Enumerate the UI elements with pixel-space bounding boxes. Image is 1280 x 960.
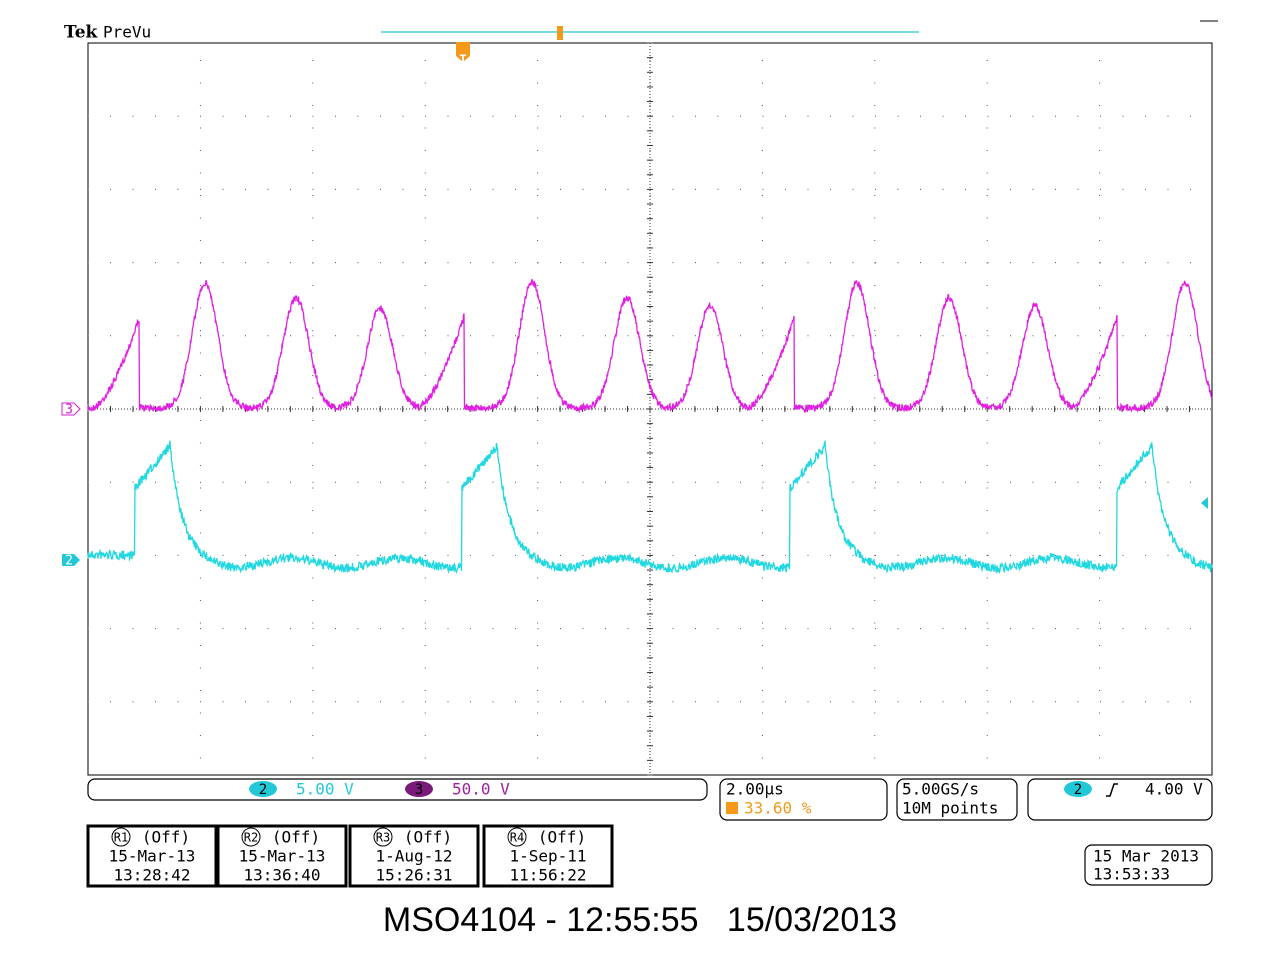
clock-box xyxy=(1084,844,1213,886)
reference-box xyxy=(86,824,218,888)
reference-circle xyxy=(373,827,393,847)
sample-rate: 5.00GS/s xyxy=(902,780,979,799)
ch2-number: 2 xyxy=(259,782,267,798)
trigger-source: 2 xyxy=(1074,782,1082,798)
ch2-scale: 5.00 V xyxy=(296,780,354,799)
mode: PreVu xyxy=(103,23,151,42)
graticule xyxy=(87,42,1213,776)
acquisition-box xyxy=(896,778,1018,821)
reference-time: 13:36:40 xyxy=(243,866,320,885)
reference-circle xyxy=(241,827,261,847)
reference-label: R3 xyxy=(376,831,390,845)
reference-time: 13:28:42 xyxy=(113,866,190,885)
reference-time: 15:26:31 xyxy=(375,866,452,885)
ch3-badge xyxy=(405,781,433,797)
reference-box-inner xyxy=(220,828,344,884)
reference-circle xyxy=(111,827,131,847)
view-marker xyxy=(557,26,563,40)
trigger-marker xyxy=(456,42,470,62)
reference-state: (Off) xyxy=(538,828,586,847)
reference-date: 1-Aug-12 xyxy=(375,847,452,866)
record-length: 10M points xyxy=(902,799,998,818)
reference-box xyxy=(482,824,614,888)
ch2-waveform xyxy=(87,439,1213,574)
reference-label: R2 xyxy=(244,831,258,845)
ch3-number: 3 xyxy=(415,782,423,798)
trigger-icon xyxy=(726,802,738,814)
waveforms xyxy=(87,279,1213,574)
channel-bar xyxy=(87,778,708,801)
reference-date: 1-Sep-11 xyxy=(509,847,586,866)
ch3-marker xyxy=(61,402,81,416)
ch2-badge xyxy=(249,781,277,797)
trigger-level-marker xyxy=(1201,497,1208,509)
reference-state: (Off) xyxy=(272,828,320,847)
timebase: 2.00µs xyxy=(726,780,784,799)
trigger-level: 4.00 V xyxy=(1145,780,1203,799)
trigger-source-badge xyxy=(1064,781,1092,797)
reference-box-inner xyxy=(90,828,214,884)
brand: Tek xyxy=(64,23,99,43)
reference-box xyxy=(216,824,348,888)
clock-time: 13:53:33 xyxy=(1093,865,1170,884)
reference-time: 11:56:22 xyxy=(509,866,586,885)
ch3-scale: 50.0 V xyxy=(452,780,510,799)
clock-date: 15 Mar 2013 xyxy=(1093,847,1199,866)
reference-label: R4 xyxy=(510,831,524,845)
slope-icon xyxy=(1106,783,1118,797)
reference-box-inner xyxy=(352,828,476,884)
reference-label: R1 xyxy=(114,831,128,845)
timebase-box xyxy=(719,778,888,821)
reference-date: 15-Mar-13 xyxy=(109,847,196,866)
ch2-marker xyxy=(62,554,80,566)
ch3-waveform xyxy=(87,279,1213,414)
reference-circle xyxy=(507,827,527,847)
trigger-marker-label: T xyxy=(459,53,466,67)
reference-state: (Off) xyxy=(404,828,452,847)
trigger-position: 33.60 % xyxy=(744,799,812,818)
ch3-marker-label: 3 xyxy=(65,403,73,418)
footer: MSO4104 - 12:55:55 15/03/2013 xyxy=(383,901,897,939)
reference-date: 15-Mar-13 xyxy=(239,847,326,866)
reference-state: (Off) xyxy=(142,828,190,847)
ch2-marker-label: 2 xyxy=(65,554,73,569)
reference-box-inner xyxy=(486,828,610,884)
reference-box xyxy=(348,824,480,888)
